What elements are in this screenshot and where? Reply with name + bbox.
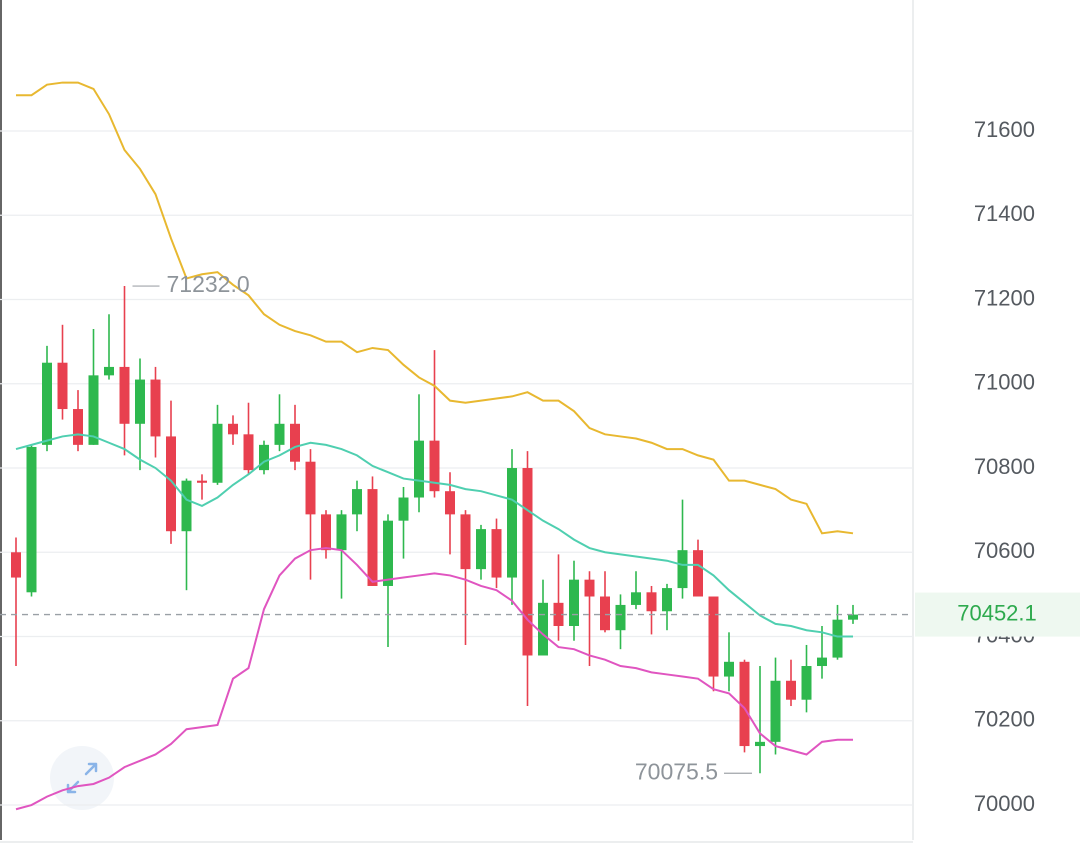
- candle-body: [538, 602, 548, 656]
- candle-body: [569, 579, 579, 626]
- candle-body: [770, 680, 781, 742]
- candle-body: [615, 604, 626, 631]
- candle-body: [228, 423, 238, 435]
- candle-body: [832, 619, 843, 658]
- band-lower: [15, 547, 853, 811]
- candle-body: [708, 596, 719, 677]
- candle-body: [677, 550, 688, 589]
- candle-body: [57, 362, 68, 410]
- candle-body: [693, 550, 703, 597]
- expand-button[interactable]: [50, 746, 114, 810]
- candle-body: [243, 434, 254, 471]
- candle-body: [11, 552, 21, 578]
- low-marker-label: 70075.5: [635, 758, 718, 784]
- candles: [11, 286, 858, 774]
- high-marker-label: 71232.0: [167, 271, 250, 297]
- candle-body: [73, 409, 83, 445]
- candle-body: [135, 379, 145, 424]
- candle-body: [414, 440, 424, 498]
- candle-body: [104, 366, 114, 376]
- y-tick-label: 71000: [974, 370, 1035, 395]
- candle-body: [259, 444, 269, 471]
- candle-body: [274, 423, 285, 445]
- candle-body: [460, 514, 471, 570]
- candle-body: [553, 602, 564, 626]
- candle-body: [584, 579, 595, 597]
- candle-body: [445, 491, 455, 515]
- candle-body: [817, 657, 827, 667]
- candle-body: [848, 614, 858, 620]
- candle-body: [88, 375, 99, 445]
- candle-body: [786, 680, 796, 700]
- y-tick-label: 70600: [974, 538, 1035, 563]
- candle-body: [181, 480, 192, 532]
- candle-body: [42, 362, 52, 445]
- candle-body: [305, 461, 316, 515]
- current-price-label: 70452.1: [957, 600, 1037, 625]
- current-price-box: [915, 592, 1080, 637]
- candle-body: [150, 379, 161, 437]
- candle-body: [119, 366, 130, 424]
- candle-body: [197, 480, 207, 483]
- candle-body: [166, 436, 176, 532]
- candle-body: [755, 741, 765, 747]
- candle-body: [662, 588, 672, 612]
- candle-body: [212, 423, 223, 483]
- candle-body: [367, 489, 378, 586]
- candle-body: [476, 529, 486, 570]
- candle-body: [290, 423, 300, 462]
- candle-body: [507, 468, 517, 578]
- candle-body: [801, 666, 812, 700]
- candle-body: [600, 596, 610, 631]
- candle-body: [491, 529, 502, 578]
- candle-body: [739, 661, 750, 747]
- y-tick-label: 71600: [974, 117, 1035, 142]
- candle-body: [429, 440, 440, 492]
- y-tick-label: 71400: [974, 201, 1035, 226]
- candle-body: [336, 514, 347, 551]
- y-tick-label: 70000: [974, 791, 1035, 816]
- candle-body: [398, 497, 409, 521]
- candle-body: [631, 592, 641, 605]
- candle-body: [352, 489, 362, 515]
- candle-body: [26, 446, 37, 593]
- y-tick-label: 71200: [974, 285, 1035, 310]
- candle-body: [321, 514, 331, 551]
- candle-body: [522, 468, 533, 656]
- candle-body: [383, 520, 393, 586]
- band-upper: [16, 81, 854, 535]
- candle-body: [646, 592, 657, 612]
- expand-button-bg[interactable]: [50, 746, 114, 810]
- y-tick-label: 70800: [974, 454, 1035, 479]
- y-tick-label: 70200: [974, 707, 1035, 732]
- candle-body: [724, 661, 734, 677]
- band-middle: [15, 433, 853, 638]
